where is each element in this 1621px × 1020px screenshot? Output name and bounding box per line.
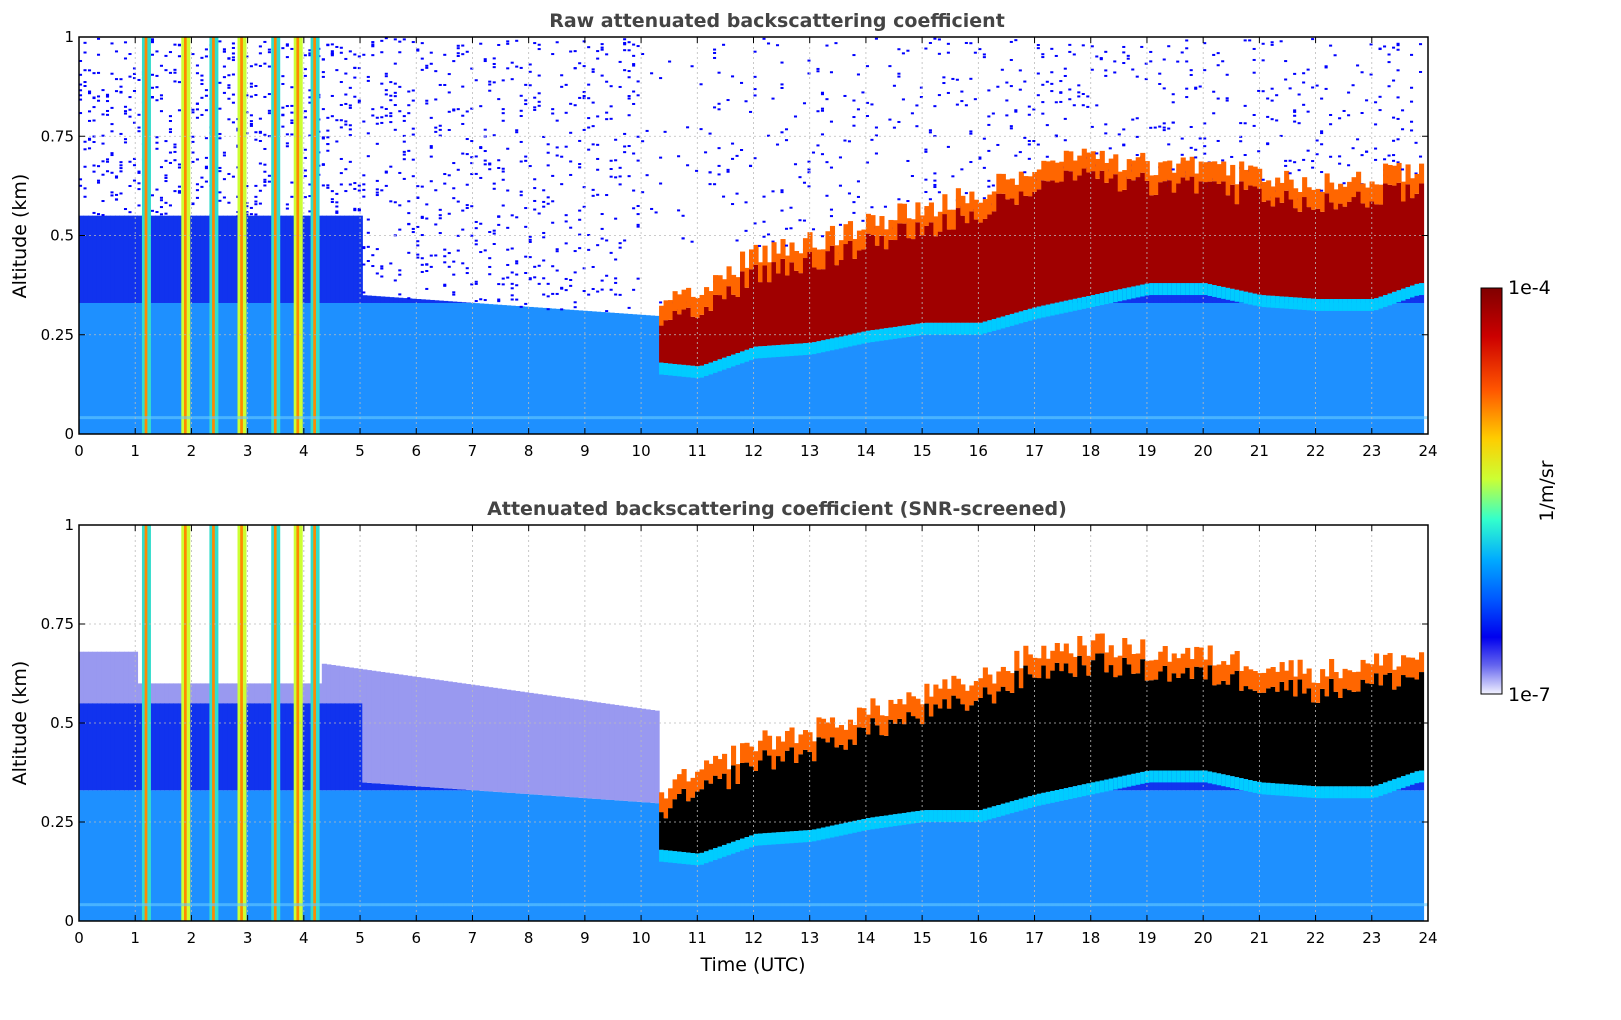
x-tick-label: 7 <box>468 929 478 947</box>
chart-title: Attenuated backscattering coefficient (S… <box>487 498 1067 520</box>
x-tick-label: 17 <box>1025 442 1044 460</box>
chart-title: Raw attenuated backscattering coefficien… <box>549 10 1005 32</box>
x-tick-label: 22 <box>1306 929 1325 947</box>
axis-ticks: 0 1 2 3 4 5 6 7 8 9 10 11 12 13 14 15 16 17 18 19 20 21 22 23 24… <box>41 28 1438 460</box>
y-axis-label: Altitude (km) <box>9 174 31 299</box>
x-tick-label: 7 <box>468 442 478 460</box>
x-axis-label: Time (UTC) <box>699 954 805 976</box>
axis-ticks: 0 1 2 3 4 5 6 7 8 9 10 11 12 13 14 15 16 17 18 19 20 21 22 23 24… <box>41 516 1438 947</box>
x-tick-label: 19 <box>1137 929 1156 947</box>
x-tick-label: 13 <box>800 442 819 460</box>
x-tick-label: 24 <box>1418 929 1437 947</box>
x-tick-label: 4 <box>299 929 309 947</box>
snr-screened-panel: 0 1 2 3 4 5 6 7 8 9 10 11 12 13 14 15 16 17 18 19 20 21 22 23 24… <box>9 498 1438 976</box>
colorbar-max-label: 1e-4 <box>1508 277 1551 299</box>
colorbar: 1e-4 1e-7 1/m/sr <box>1480 277 1558 706</box>
x-tick-label: 2 <box>187 929 197 947</box>
x-tick-label: 16 <box>969 929 988 947</box>
y-tick-label: 1 <box>64 28 74 46</box>
x-tick-label: 0 <box>74 442 84 460</box>
x-tick-label: 14 <box>856 442 875 460</box>
y-tick-label: 0 <box>64 912 74 930</box>
colorbar-gradient <box>1480 287 1503 695</box>
y-axis-label: Altitude (km) <box>9 661 31 786</box>
y-tick-label: 0.5 <box>50 227 74 245</box>
x-tick-label: 18 <box>1081 929 1100 947</box>
x-tick-label: 15 <box>913 929 932 947</box>
x-tick-label: 0 <box>74 929 84 947</box>
x-tick-label: 12 <box>744 442 763 460</box>
x-tick-label: 20 <box>1194 929 1213 947</box>
x-tick-label: 22 <box>1306 442 1325 460</box>
colorbar-label: 1/m/sr <box>1536 460 1558 521</box>
x-tick-label: 10 <box>632 929 651 947</box>
x-tick-label: 8 <box>524 929 534 947</box>
x-tick-label: 2 <box>187 442 197 460</box>
x-tick-label: 5 <box>355 929 365 947</box>
x-tick-label: 20 <box>1194 442 1213 460</box>
y-tick-label: 0.25 <box>41 813 74 831</box>
x-tick-label: 3 <box>243 442 253 460</box>
x-tick-label: 23 <box>1362 929 1381 947</box>
x-tick-label: 14 <box>856 929 875 947</box>
x-tick-label: 1 <box>130 442 140 460</box>
x-tick-label: 1 <box>130 929 140 947</box>
x-tick-label: 8 <box>524 442 534 460</box>
x-tick-label: 4 <box>299 442 309 460</box>
raw-backscatter-panel: 0 1 2 3 4 5 6 7 8 9 10 11 12 13 14 15 16 17 18 19 20 21 22 23 24… <box>9 10 1438 460</box>
x-tick-label: 6 <box>411 929 421 947</box>
y-tick-label: 0.75 <box>41 615 74 633</box>
x-tick-label: 10 <box>632 442 651 460</box>
x-tick-label: 23 <box>1362 442 1381 460</box>
y-tick-label: 1 <box>64 516 74 534</box>
y-tick-label: 0.25 <box>41 326 74 344</box>
x-tick-label: 18 <box>1081 442 1100 460</box>
x-tick-label: 19 <box>1137 442 1156 460</box>
colorbar-min-label: 1e-7 <box>1508 684 1551 706</box>
x-tick-label: 21 <box>1250 929 1269 947</box>
x-tick-label: 9 <box>580 929 590 947</box>
x-tick-label: 17 <box>1025 929 1044 947</box>
y-tick-label: 0.75 <box>41 127 74 145</box>
x-tick-label: 16 <box>969 442 988 460</box>
x-tick-label: 13 <box>800 929 819 947</box>
x-tick-label: 5 <box>355 442 365 460</box>
x-tick-label: 11 <box>688 929 707 947</box>
x-tick-label: 24 <box>1418 442 1437 460</box>
x-tick-label: 15 <box>913 442 932 460</box>
x-tick-label: 21 <box>1250 442 1269 460</box>
x-tick-label: 12 <box>744 929 763 947</box>
x-tick-label: 6 <box>411 442 421 460</box>
y-tick-label: 0.5 <box>50 714 74 732</box>
x-tick-label: 9 <box>580 442 590 460</box>
x-tick-label: 3 <box>243 929 253 947</box>
x-tick-label: 11 <box>688 442 707 460</box>
y-tick-label: 0 <box>64 425 74 443</box>
